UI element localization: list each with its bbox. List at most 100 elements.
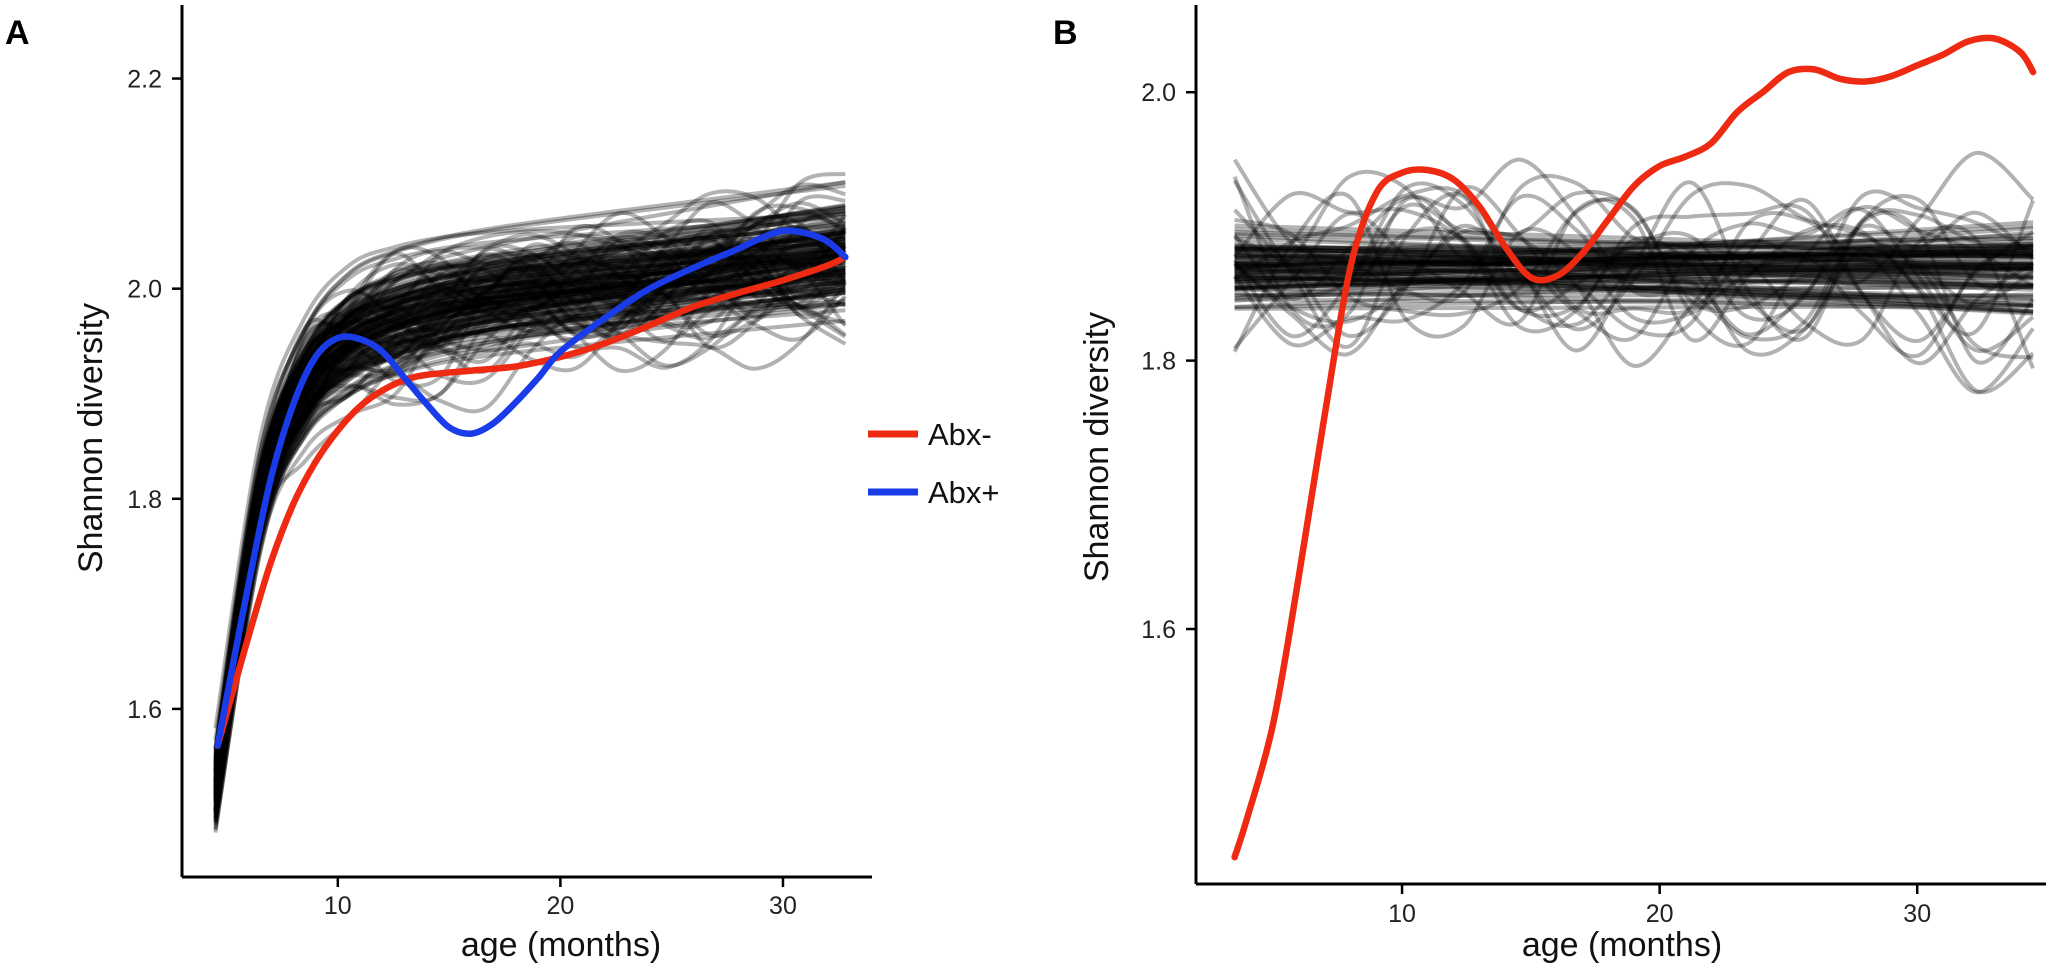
background-curve bbox=[1234, 244, 2034, 259]
background-curve bbox=[213, 206, 846, 764]
background-curve bbox=[1234, 233, 2034, 274]
background-curve bbox=[1234, 256, 2034, 270]
background-curve bbox=[1233, 197, 2035, 350]
background-curve bbox=[213, 290, 846, 801]
background-curve bbox=[1232, 176, 2035, 365]
background-curve bbox=[213, 234, 847, 784]
background-curve bbox=[1232, 158, 2035, 322]
background-curve bbox=[213, 236, 846, 762]
background-curve bbox=[1233, 193, 2034, 348]
background-curve bbox=[1234, 279, 2034, 303]
background-curve bbox=[213, 211, 846, 729]
background-curve bbox=[1234, 274, 2034, 302]
background-curve bbox=[1234, 252, 2034, 282]
background-curve bbox=[1234, 246, 2034, 267]
background-curve bbox=[213, 248, 846, 782]
background-curve bbox=[1234, 169, 2035, 354]
background-curve bbox=[213, 267, 846, 810]
background-curve bbox=[1234, 236, 2034, 259]
background-curve bbox=[1234, 238, 2034, 279]
panel-b-letter: B bbox=[1053, 14, 1078, 52]
series-line-abx- bbox=[214, 253, 849, 749]
background-curve bbox=[213, 252, 846, 774]
background-curve bbox=[1233, 208, 2035, 395]
background-curve bbox=[1234, 243, 2034, 251]
background-curve bbox=[213, 252, 846, 772]
background-curve bbox=[213, 308, 846, 802]
y-tick-label: 1.6 bbox=[127, 696, 162, 724]
background-curve bbox=[1234, 264, 2034, 316]
panel-a-y-title: Shannon diversity bbox=[72, 303, 110, 573]
background-curve bbox=[213, 290, 846, 807]
background-curve bbox=[1234, 297, 2034, 308]
background-curve bbox=[1234, 254, 2034, 260]
panel-a-series bbox=[214, 227, 849, 749]
background-curve bbox=[213, 258, 846, 807]
background-curve bbox=[1234, 265, 2034, 282]
panel-a-ticks: 10 20 30 1.6 1.8 2.0 2.2 bbox=[127, 66, 797, 920]
background-curve bbox=[213, 269, 846, 808]
background-curve bbox=[1234, 252, 2034, 279]
background-curve bbox=[1234, 272, 2034, 309]
legend-label-abx-plus: Abx+ bbox=[928, 475, 1000, 510]
background-curve bbox=[213, 287, 846, 810]
background-curve bbox=[1234, 253, 2034, 259]
background-curve bbox=[213, 222, 846, 760]
background-curve bbox=[213, 243, 846, 818]
x-tick-label: 30 bbox=[1903, 900, 1931, 928]
background-curve bbox=[1234, 261, 2034, 276]
y-tick-label: 1.8 bbox=[127, 486, 162, 514]
background-curve bbox=[213, 270, 847, 831]
background-curve bbox=[1234, 244, 2034, 254]
background-curve bbox=[1234, 261, 2034, 292]
background-curve bbox=[213, 203, 846, 784]
background-curve bbox=[1232, 191, 2034, 359]
panel-b-y-title: Shannon diversity bbox=[1078, 312, 1116, 582]
background-curve bbox=[1234, 248, 2034, 258]
background-curve bbox=[1234, 266, 2034, 291]
background-curve bbox=[1234, 247, 2034, 278]
background-curve bbox=[213, 265, 846, 823]
background-curve bbox=[1234, 250, 2034, 308]
background-curve bbox=[1234, 248, 2034, 259]
panel-b-background-curves bbox=[1232, 150, 2035, 395]
background-curve bbox=[1234, 256, 2034, 269]
background-curve bbox=[213, 256, 846, 814]
background-curve bbox=[213, 211, 846, 764]
background-curve bbox=[1234, 245, 2034, 280]
panel-b-x-title: age (months) bbox=[1522, 926, 1722, 964]
background-curve bbox=[213, 253, 846, 779]
background-curve bbox=[1234, 260, 2034, 291]
background-curve bbox=[1234, 304, 2034, 311]
x-tick-label: 10 bbox=[1388, 900, 1416, 928]
background-curve bbox=[213, 245, 846, 779]
background-curve bbox=[213, 302, 846, 823]
background-curve bbox=[213, 245, 846, 775]
background-curve bbox=[1234, 258, 2034, 271]
background-curve bbox=[1234, 243, 2034, 290]
background-curve bbox=[213, 211, 846, 781]
background-curve bbox=[1234, 276, 2034, 286]
background-curve bbox=[213, 227, 846, 777]
background-curve bbox=[213, 245, 846, 825]
background-curve bbox=[213, 257, 846, 810]
background-curve bbox=[1234, 243, 2034, 266]
panel-b-series bbox=[1231, 34, 2037, 861]
background-curve bbox=[213, 290, 846, 803]
background-curve bbox=[1234, 245, 2034, 314]
background-curve bbox=[213, 302, 846, 803]
background-curve bbox=[213, 258, 846, 769]
background-curve bbox=[1234, 223, 2034, 253]
background-curve bbox=[213, 263, 846, 781]
background-curve bbox=[213, 224, 846, 781]
legend: Abx- Abx+ bbox=[868, 417, 1000, 510]
background-curve bbox=[1234, 266, 2034, 309]
background-curve bbox=[213, 271, 846, 818]
background-curve bbox=[213, 229, 846, 757]
background-curve bbox=[1234, 226, 2034, 287]
background-curve bbox=[1234, 261, 2034, 291]
background-curve bbox=[1234, 196, 2035, 348]
background-curve bbox=[213, 252, 846, 771]
background-curve bbox=[1234, 245, 2034, 284]
